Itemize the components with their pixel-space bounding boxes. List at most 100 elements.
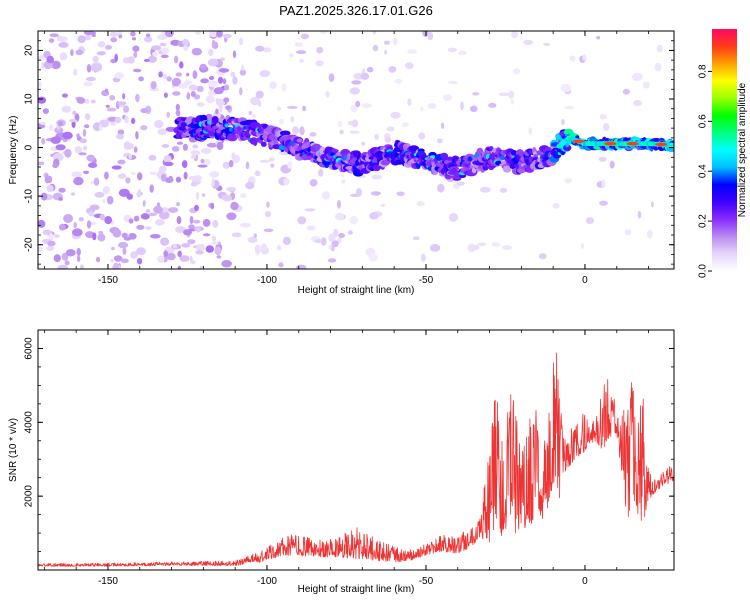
- spectrogram-blob: [281, 83, 287, 92]
- spectrogram-blob: [160, 237, 170, 246]
- spectrogram-blob: [199, 265, 204, 269]
- spectrogram-blob: [83, 170, 90, 174]
- spectrogram-blob: [142, 200, 146, 207]
- spectrogram-blob: [46, 184, 54, 193]
- spectrogram-blob: [448, 80, 458, 85]
- spectrogram-blob: [295, 50, 307, 55]
- snr-y-axis-label: SNR (10 * v/v): [8, 418, 19, 482]
- spectrogram-blob: [193, 175, 202, 182]
- spectrogram-blob: [202, 158, 211, 166]
- spectrogram-blob: [149, 171, 157, 175]
- spectrogram-blob: [48, 38, 55, 43]
- spectrogram-blob: [111, 246, 115, 251]
- colorbar-label: Normalized spectral amplitude: [737, 82, 748, 217]
- spectrogram-blob: [174, 55, 179, 64]
- spectrogram-blob: [152, 51, 158, 57]
- spectrogram-blob: [502, 245, 512, 250]
- spectrogram-blob: [255, 90, 264, 99]
- spectrogram-blob: [239, 69, 247, 76]
- spectrogram-blob: [189, 216, 194, 224]
- spectrogram-blob: [374, 134, 379, 140]
- spectrogram-blob: [140, 213, 150, 220]
- spectrogram-blob: [195, 191, 200, 200]
- spectrogram-blob: [182, 38, 189, 46]
- spectrogram-blob: [110, 122, 117, 126]
- spectrogram-blob: [384, 136, 392, 143]
- spectrogram-blob: [252, 114, 256, 118]
- spectrogram-blob: [113, 262, 119, 269]
- spectrogram-blob: [111, 165, 122, 170]
- spectrogram-blob: [73, 68, 78, 76]
- spectrogram-blob: [161, 207, 169, 213]
- spectrogram-blob: [211, 116, 219, 124]
- spectrogram-blob: [84, 34, 92, 41]
- spectrogram-blob: [315, 60, 324, 67]
- spectrogram-blob: [361, 103, 372, 109]
- spectrogram-blob: [289, 53, 294, 58]
- spectrogram-blob: [215, 98, 220, 104]
- spectrogram-blob: [488, 102, 497, 108]
- spectrogram-blob: [253, 233, 257, 239]
- spectrogram-blob: [113, 255, 123, 262]
- spectrogram-blob: [498, 92, 510, 97]
- spectrogram-blob: [272, 139, 278, 145]
- spectrogram-blob: [54, 126, 64, 134]
- spectrogram-blob: [245, 161, 250, 170]
- spectrogram-blob: [328, 73, 335, 82]
- spectrogram-blob: [58, 121, 63, 127]
- spectrogram-blob: [569, 55, 576, 62]
- spectrogram-blob: [564, 105, 575, 110]
- spectrogram-blob: [586, 217, 594, 225]
- spectrogram-blob: [278, 262, 284, 268]
- spectrogram-blob: [38, 219, 46, 228]
- spectrogram-blob: [418, 132, 426, 140]
- spectrogram-blob: [77, 35, 86, 43]
- spectrogram-blob: [240, 222, 251, 228]
- spectrogram-blob: [153, 205, 163, 214]
- spectrogram-blob: [63, 214, 74, 223]
- spectrogram-blob: [59, 52, 68, 61]
- spectrogram-blob: [479, 186, 491, 193]
- spectrogram-blob: [201, 193, 206, 197]
- spectrogram-blob: [314, 238, 322, 244]
- spectrogram-blob: [360, 72, 370, 80]
- spectrogram-blob: [196, 102, 205, 107]
- spectrogram-blob: [294, 42, 303, 47]
- spectrogram-blob: [191, 47, 202, 56]
- spectrogram-blob: [552, 202, 560, 209]
- spectrogram-blob: [467, 243, 476, 253]
- spectrogram-blob: [350, 104, 358, 113]
- spectrogram-blob: [163, 250, 168, 257]
- spectrogram-blob: [42, 108, 50, 114]
- spectrogram-blob: [78, 152, 87, 156]
- spectrogram-blob: [292, 126, 299, 135]
- spectrogram-blob: [53, 234, 60, 238]
- spectrogram-blob: [429, 155, 436, 159]
- spectrogram-blob: [40, 121, 46, 125]
- spectrogram-blob: [599, 200, 608, 206]
- spectrogram-blob: [278, 118, 285, 125]
- snr-x-tick-label: 0: [582, 576, 588, 587]
- spectrogram-blob: [338, 233, 345, 238]
- spectrogram-blob: [227, 133, 238, 142]
- snr-frame: [37, 329, 675, 571]
- spectrogram-blob: [47, 240, 56, 247]
- spectrogram-blob: [69, 119, 77, 123]
- spectrogram-blob: [560, 83, 572, 93]
- spectrogram-blob: [276, 106, 282, 111]
- spectrogram-blob: [41, 62, 45, 69]
- spectrogram-blob: [62, 93, 68, 98]
- spectrogram-blob: [337, 199, 341, 209]
- spectrogram-blob: [88, 162, 97, 168]
- spectrogram-frame: [37, 30, 675, 270]
- snr-y-tick-label: 6000: [24, 337, 35, 360]
- colorbar-tick-label: 0.2: [698, 214, 709, 228]
- spectrogram-blob: [172, 244, 178, 249]
- spectrogram-blob: [137, 172, 143, 181]
- spectrogram-blob: [309, 132, 317, 137]
- spectrogram-blob: [140, 108, 148, 114]
- colorbar-tick-label: 0.6: [698, 114, 709, 128]
- spectrogram-blob: [120, 258, 129, 264]
- spectrogram-blob: [84, 124, 90, 129]
